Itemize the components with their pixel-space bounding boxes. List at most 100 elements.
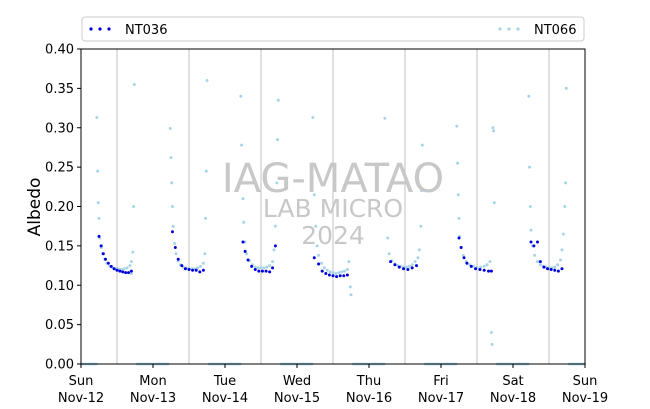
data-point-NT036: [241, 240, 245, 244]
data-point-NT066: [125, 266, 129, 270]
data-point-NT036: [324, 271, 328, 275]
data-point-NT066: [492, 201, 496, 205]
data-point-NT036: [198, 270, 202, 274]
data-point-NT066: [455, 124, 459, 128]
data-point-NT036: [260, 269, 264, 273]
data-point-NT066: [322, 266, 326, 270]
data-point-NT036: [312, 256, 316, 260]
y-tick-label: 0.00: [45, 358, 74, 373]
data-point-NT066: [538, 263, 542, 267]
data-point-NT066: [407, 264, 411, 268]
data-point-NT066: [387, 252, 391, 256]
data-point-NT066: [241, 197, 245, 201]
data-point-NT036: [331, 274, 335, 278]
x-tick-label-date: Nov-15: [274, 391, 320, 406]
data-point-NT066: [419, 224, 423, 228]
data-point-NT066: [312, 193, 316, 197]
data-point-NT036: [103, 257, 107, 261]
data-point-NT036: [201, 268, 205, 272]
data-point-NT036: [549, 268, 553, 271]
data-point-NT036: [393, 263, 397, 267]
data-point-NT066: [343, 269, 347, 273]
y-axis: 0.00 0.05 0.10 0.15 0.20 0.25 0.30 0.35 0.40: [45, 43, 81, 373]
data-point-NT066: [410, 263, 414, 267]
data-point-NT066: [97, 216, 101, 220]
data-point-NT066: [314, 224, 318, 228]
data-point-NT066: [128, 264, 132, 268]
legend[interactable]: NT036 NT066: [81, 16, 585, 42]
data-point-NT066: [417, 248, 421, 252]
y-tick-label: 0.40: [45, 43, 74, 58]
x-axis: Sun Nov-12 Mon Nov-13 Tue Nov-14 Wed Nov-15 Thu N…: [58, 364, 608, 406]
data-point-NT066: [349, 293, 353, 297]
data-point-NT066: [348, 285, 352, 289]
x-tick-label-day: Tue: [213, 374, 236, 389]
data-point-NT066: [240, 173, 244, 177]
data-point-NT066: [564, 181, 568, 185]
data-point-NT066: [340, 270, 344, 274]
data-point-NT066: [262, 266, 266, 270]
data-point-NT066: [384, 205, 388, 208]
data-point-NT066: [132, 205, 136, 208]
x-tick-label-date: Nov-16: [346, 391, 392, 406]
y-tick-label: 0.20: [45, 200, 74, 215]
x-tick-label-day: Wed: [283, 374, 311, 389]
data-point-NT066: [201, 261, 205, 265]
data-point-NT066: [253, 265, 257, 269]
data-point-NT036: [487, 269, 491, 273]
data-point-NT066: [129, 271, 133, 275]
x-tick-label-day: Sat: [502, 374, 523, 389]
data-point-NT066: [96, 201, 100, 205]
x-tick-label-date: Nov-19: [562, 391, 608, 406]
data-point-NT066: [528, 205, 532, 208]
data-point-NT036: [478, 268, 482, 271]
data-point-NT066: [240, 143, 244, 147]
legend-box: [81, 16, 585, 42]
data-point-NT066: [457, 216, 461, 220]
data-point-NT036: [124, 271, 128, 275]
data-point-NT066: [471, 264, 475, 268]
data-point-NT036: [180, 264, 184, 268]
data-point-NT066: [199, 264, 203, 268]
data-point-NT066: [528, 165, 532, 169]
data-point-NT036: [546, 267, 550, 271]
data-point-NT066: [485, 263, 489, 267]
data-point-NT066: [420, 189, 424, 193]
y-tick-label: 0.05: [45, 318, 74, 333]
data-point-NT066: [492, 129, 496, 133]
legend-label-NT066: NT066: [534, 23, 576, 38]
data-point-NT066: [168, 127, 172, 131]
watermark-line-1: IAG-MATAO: [222, 156, 444, 202]
data-point-NT066: [96, 169, 100, 173]
data-point-NT036: [187, 268, 191, 271]
watermark: IAG-MATAO LAB MICRO 2024: [222, 156, 444, 250]
data-point-NT036: [338, 274, 342, 278]
data-point-NT036: [469, 264, 473, 268]
data-point-NT066: [272, 248, 276, 252]
data-point-NT066: [386, 236, 390, 240]
data-point-NT036: [183, 267, 187, 271]
data-point-NT066: [404, 265, 408, 269]
data-point-NT066: [276, 138, 280, 142]
data-point-NT066: [315, 244, 319, 248]
data-point-NT066: [273, 224, 277, 228]
data-point-NT066: [337, 271, 341, 275]
data-point-NT066: [527, 94, 531, 98]
data-point-NT036: [273, 244, 277, 248]
data-point-NT036: [482, 268, 486, 272]
data-point-NT066: [271, 260, 275, 264]
data-point-NT036: [246, 258, 250, 262]
data-point-NT066: [276, 98, 280, 102]
legend-marker-NT066: [498, 27, 520, 31]
data-point-NT036: [129, 269, 133, 273]
data-point-NT036: [459, 245, 463, 249]
y-tick-label: 0.35: [45, 82, 74, 97]
data-point-NT066: [174, 252, 178, 256]
data-point-NT036: [342, 274, 346, 278]
data-point-NT066: [256, 266, 260, 270]
vertical-gridlines: [116, 49, 550, 364]
data-point-NT066: [345, 268, 349, 271]
data-point-NT036: [389, 260, 393, 264]
data-point-NT036: [415, 264, 419, 268]
data-point-NT036: [106, 261, 110, 265]
